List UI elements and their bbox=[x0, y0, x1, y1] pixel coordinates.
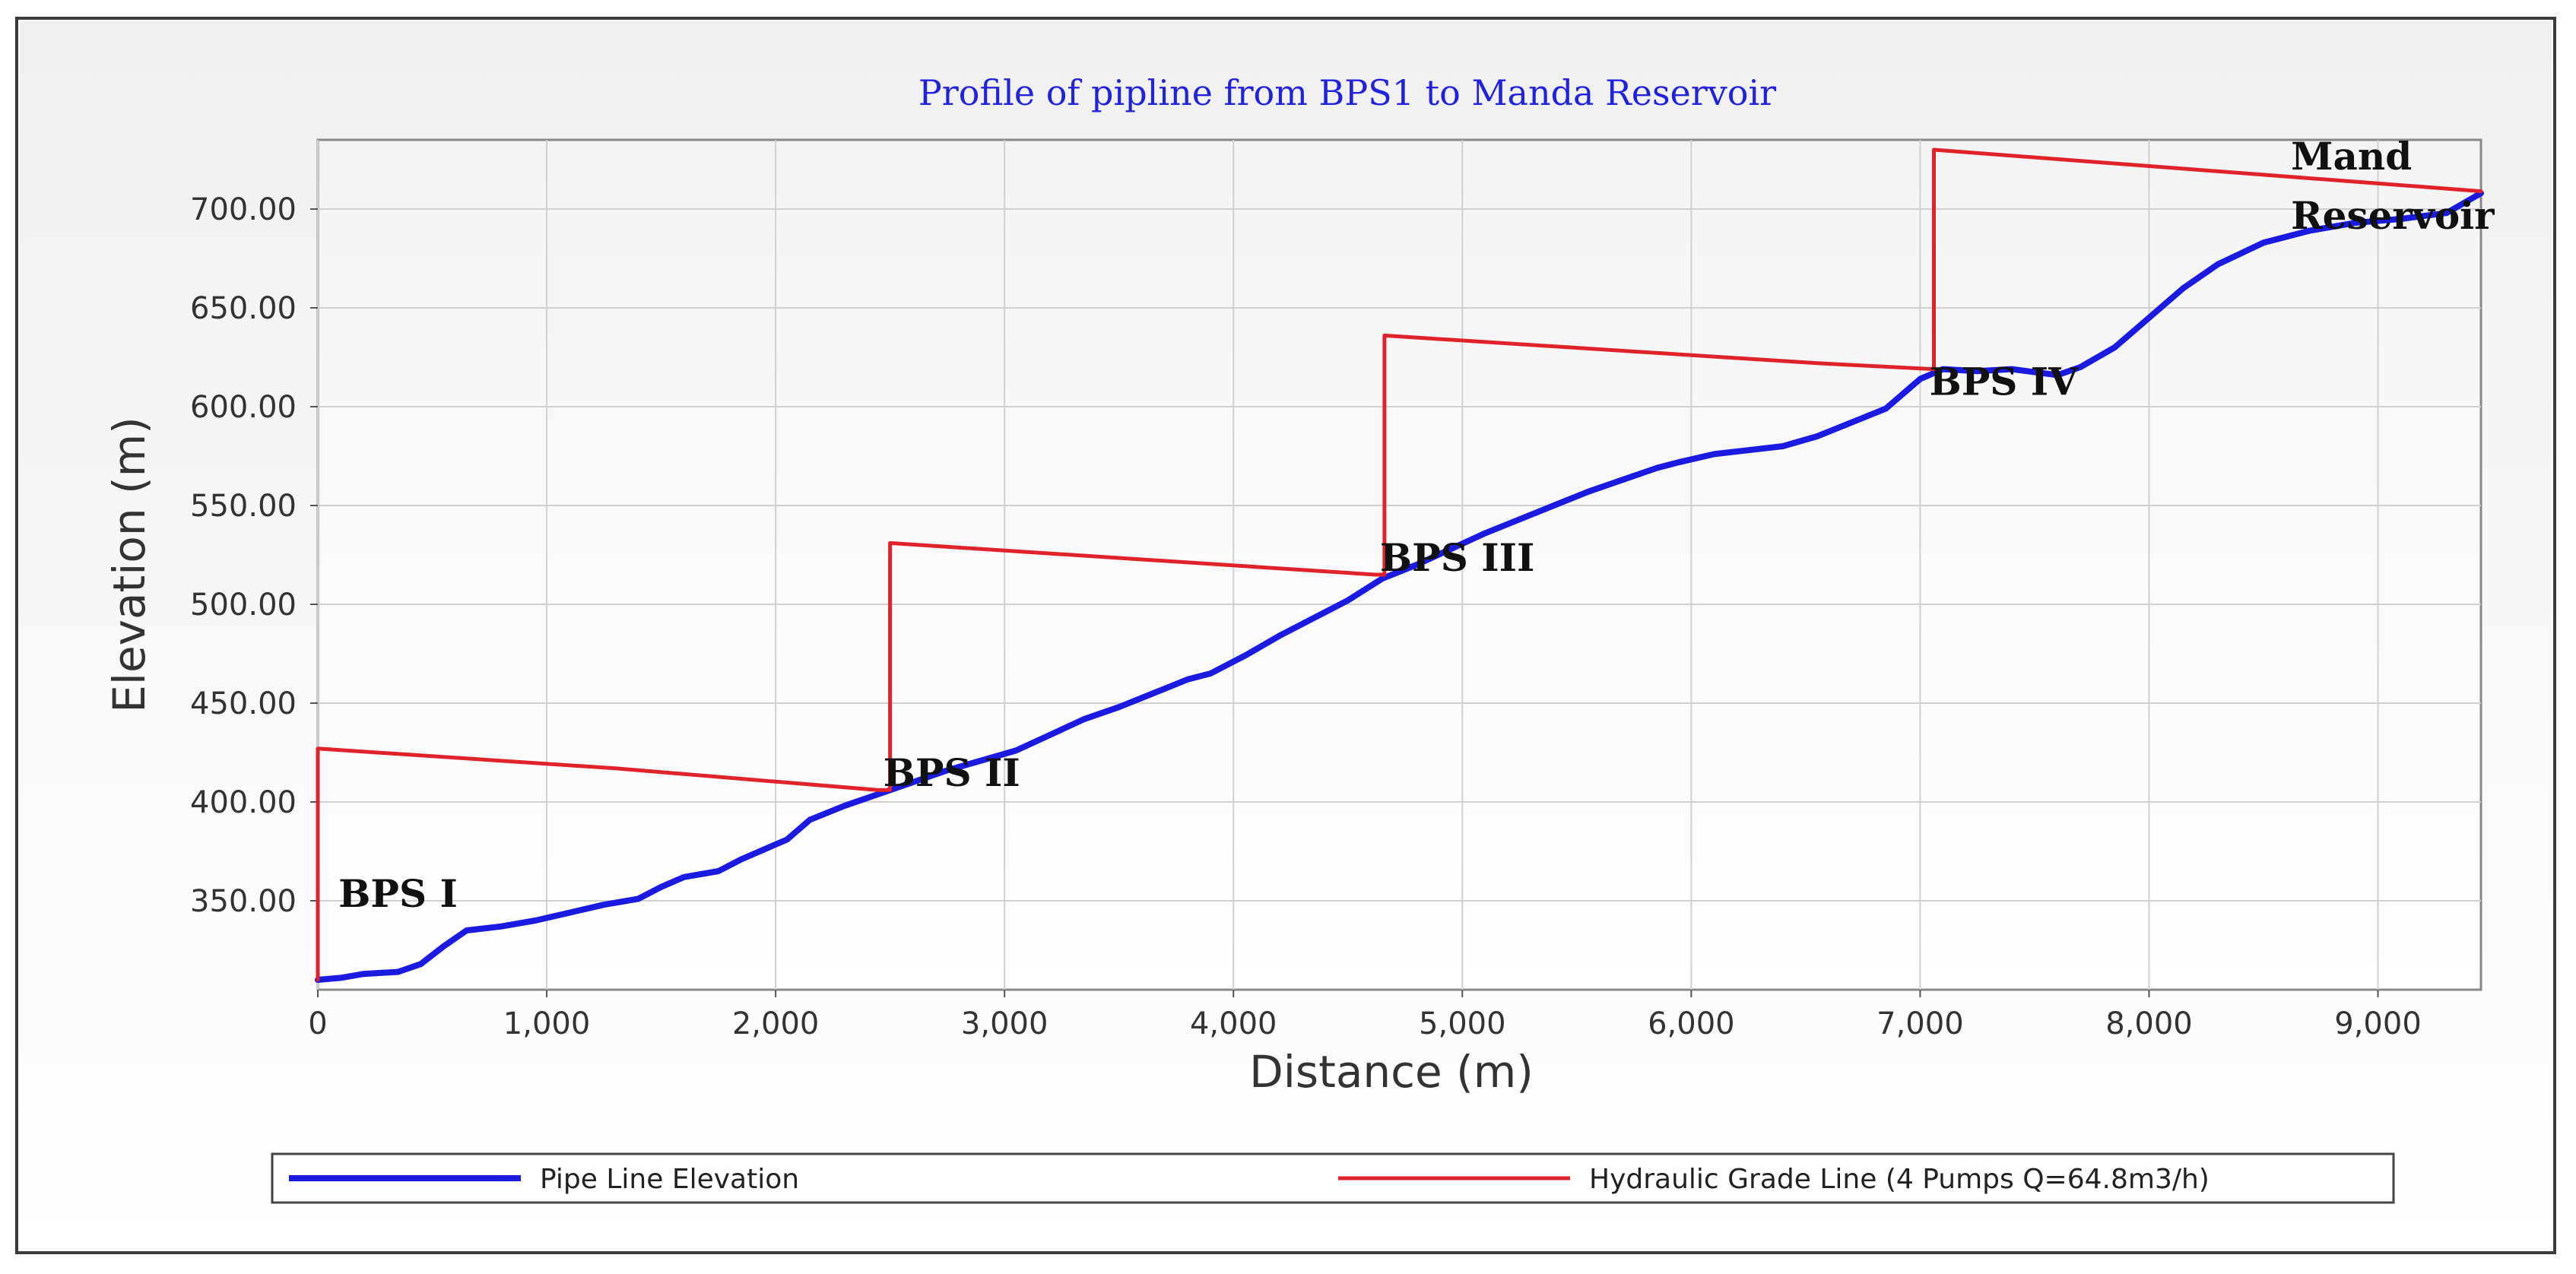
y-tick-label: 350.00 bbox=[190, 884, 297, 919]
series-hydraulic-grade-line bbox=[316, 147, 2483, 982]
x-tick-label: 4,000 bbox=[1190, 1006, 1277, 1041]
y-tick-label: 400.00 bbox=[190, 785, 297, 820]
x-tick-label: 8,000 bbox=[2105, 1006, 2193, 1041]
chart-title: Profile of pipline from BPS1 to Manda Re… bbox=[918, 72, 1776, 113]
y-tick-label: 500.00 bbox=[190, 588, 297, 623]
legend: Pipe Line Elevation Hydraulic Grade Line… bbox=[271, 1152, 2395, 1204]
y-tick-label: 550.00 bbox=[190, 489, 297, 524]
x-axis-label: Distance (m) bbox=[1249, 1046, 1534, 1098]
y-tick-labels: 350.00 400.00 450.00 500.00 550.00 600.00 650.… bbox=[190, 192, 297, 919]
plot-area bbox=[316, 138, 2482, 991]
x-tick-labels: 0 1,000 2,000 3,000 4,000 5,000 6,000 7,000 8,00… bbox=[308, 1006, 2422, 1041]
y-axis-label: Elevation (m) bbox=[103, 417, 155, 713]
legend-label-hgl: Hydraulic Grade Line (4 Pumps Q=64.8m3/h… bbox=[1589, 1164, 2210, 1195]
annotations: BPS I BPS II BPS III BPS IV Mand Reservoir bbox=[338, 134, 2495, 916]
y-tick-label: 600.00 bbox=[190, 390, 297, 425]
x-tick-label: 3,000 bbox=[961, 1006, 1048, 1041]
series-pipe-line-elevation bbox=[315, 190, 2484, 983]
annotation-label: Mand bbox=[2291, 134, 2412, 179]
legend-label-pipe-line: Pipe Line Elevation bbox=[540, 1164, 799, 1195]
y-gridlines bbox=[310, 208, 2481, 902]
x-tick-label: 7,000 bbox=[1876, 1006, 1964, 1041]
x-tick-label: 2,000 bbox=[732, 1006, 820, 1041]
annotation-label: BPS III bbox=[1380, 535, 1535, 580]
x-tick-label: 0 bbox=[308, 1006, 327, 1041]
annotation-label: Reservoir bbox=[2291, 193, 2495, 238]
x-tick-label: 9,000 bbox=[2334, 1006, 2422, 1041]
x-tick-label: 6,000 bbox=[1648, 1006, 1735, 1041]
legend-box bbox=[271, 1152, 2395, 1204]
series-layer bbox=[315, 147, 2484, 983]
y-tick-label: 450.00 bbox=[190, 686, 297, 721]
annotation-label: BPS II bbox=[884, 750, 1020, 795]
y-tick-label: 650.00 bbox=[190, 291, 297, 326]
x-tick-label: 1,000 bbox=[503, 1006, 591, 1041]
y-tick-label: 700.00 bbox=[190, 192, 297, 227]
x-tick-label: 5,000 bbox=[1419, 1006, 1506, 1041]
annotation-label: BPS IV bbox=[1929, 359, 2079, 404]
annotation-label: BPS I bbox=[338, 871, 458, 916]
